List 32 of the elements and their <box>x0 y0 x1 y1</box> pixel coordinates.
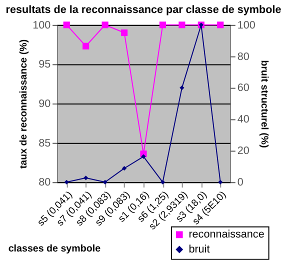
y-tick-label: 90 <box>38 98 51 110</box>
point <box>122 166 127 171</box>
point <box>102 22 108 28</box>
y-tick-label: 100 <box>32 19 51 32</box>
y2-tick-label: 0 <box>237 176 244 189</box>
point <box>159 22 166 28</box>
y-tick-label: 95 <box>38 58 51 71</box>
y-tick-label: 85 <box>38 137 51 150</box>
point <box>160 180 166 184</box>
point <box>82 42 90 50</box>
point <box>120 29 128 36</box>
point <box>178 22 186 28</box>
legend-label: bruit <box>188 243 210 256</box>
y2-tick-label: 80 <box>237 50 250 63</box>
y2-tick-label: 100 <box>237 19 256 32</box>
point <box>180 85 184 90</box>
point <box>217 22 224 28</box>
legend-label: reconnaissance <box>188 228 264 241</box>
point <box>84 176 88 180</box>
point <box>218 180 223 184</box>
point <box>141 154 146 159</box>
point <box>102 180 108 184</box>
y2-tick-label: 20 <box>237 145 250 158</box>
point <box>64 180 69 184</box>
y2-axis-title: bruit structurel (%) <box>258 60 270 148</box>
y-tick-label: 80 <box>38 176 51 189</box>
chart-title: resultats de la reconnaissance par classe de symbole <box>6 4 282 16</box>
y2-tick-label: 60 <box>237 82 250 94</box>
x-axis-title: classes de symbole <box>8 243 102 254</box>
y2-tick-label: 40 <box>237 114 250 126</box>
point <box>63 22 70 28</box>
y-axis-title: taux de reconnaissance (%) <box>18 39 30 169</box>
